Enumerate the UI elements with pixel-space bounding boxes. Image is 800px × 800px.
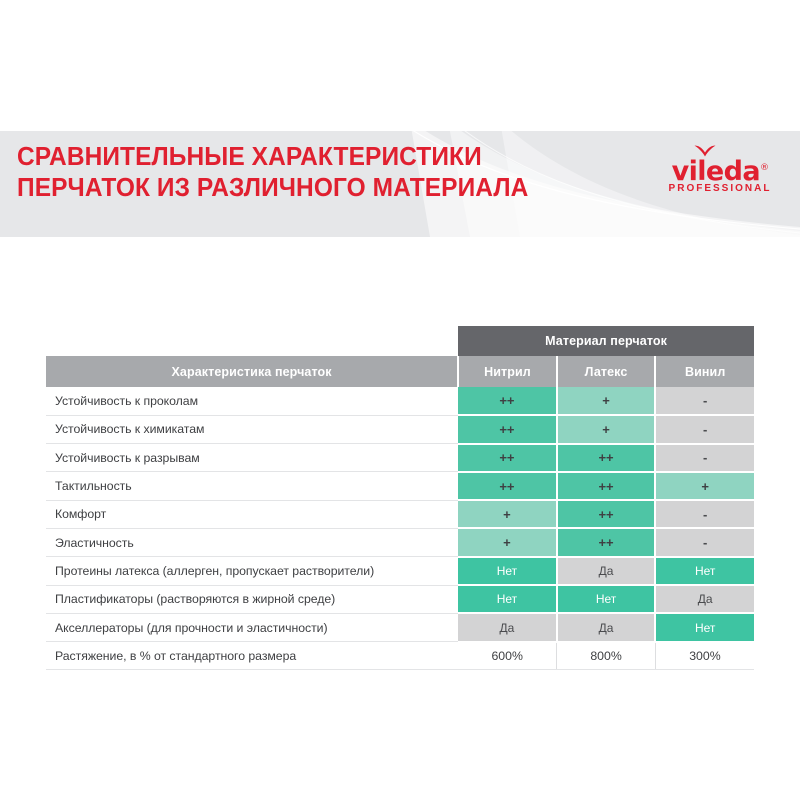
cell-value: Нет — [655, 556, 754, 587]
cell-value: + — [655, 471, 754, 502]
header-column-latex: Латекс — [556, 356, 657, 387]
cell-value: Да — [556, 556, 657, 587]
table-row: Комфорт + ++ - — [46, 500, 754, 530]
cell-value: ++ — [556, 528, 657, 558]
header-spacer-cell — [46, 326, 459, 356]
row-feature-label: Тактильность — [46, 471, 459, 501]
logo-subtitle: PROFESSIONAL — [668, 183, 772, 194]
table-row: Эластичность + ++ - — [46, 528, 754, 558]
table-row: Протеины латекса (аллерген, пропускает р… — [46, 556, 754, 587]
row-feature-label: Растяжение, в % от стандартного размера — [46, 641, 459, 671]
cell-value: Нет — [556, 585, 657, 615]
registered-mark: ® — [759, 163, 769, 173]
header-material-group: Материал перчаток — [458, 326, 754, 356]
table-row: Акселлераторы (для прочности и эластично… — [46, 613, 754, 643]
header-banner: СРАВНИТЕЛЬНЫЕ ХАРАКТЕРИСТИКИ ПЕРЧАТОК ИЗ… — [0, 131, 800, 237]
cell-value: 600% — [458, 641, 558, 671]
cell-value: ++ — [556, 443, 657, 473]
comparison-table-container: Материал перчаток Характеристика перчато… — [46, 326, 754, 671]
table-row: Устойчивость к химикатам ++ + - — [46, 415, 754, 445]
glove-comparison-table: Материал перчаток Характеристика перчато… — [46, 326, 754, 671]
row-feature-label: Протеины латекса (аллерген, пропускает р… — [46, 556, 459, 586]
table-head: Материал перчаток Характеристика перчато… — [46, 326, 754, 387]
row-feature-label: Устойчивость к разрывам — [46, 443, 459, 473]
table-row: Тактильность ++ ++ + — [46, 471, 754, 502]
cell-value: Нет — [458, 585, 558, 615]
row-feature-label: Пластификаторы (растворяются в жирной ср… — [46, 585, 459, 614]
cell-value: ++ — [458, 415, 558, 445]
table-header-columns-row: Характеристика перчаток Нитрил Латекс Ви… — [46, 356, 754, 387]
cell-value: - — [655, 415, 754, 445]
header-column-vinyl: Винил — [655, 356, 754, 387]
cell-value: Да — [458, 613, 558, 643]
row-feature-label: Устойчивость к проколам — [46, 387, 459, 416]
table-row: Растяжение, в % от стандартного размера 6… — [46, 641, 754, 671]
cell-value: Да — [655, 585, 754, 615]
cell-value: - — [655, 443, 754, 473]
table-body: Устойчивость к проколам ++ + - Устойчивость … — [46, 387, 754, 671]
cell-value: + — [458, 500, 558, 530]
cell-value: ++ — [556, 500, 657, 530]
row-feature-label: Устойчивость к химикатам — [46, 415, 459, 445]
cell-value: + — [458, 528, 558, 558]
cell-value: - — [655, 528, 754, 558]
cell-value: ++ — [458, 387, 558, 417]
row-feature-label: Акселлераторы (для прочности и эластично… — [46, 613, 459, 643]
cell-value: ++ — [458, 443, 558, 473]
logo-wordmark-text: vileda — [671, 156, 761, 187]
cell-value: + — [556, 387, 657, 417]
cell-value: 800% — [556, 641, 656, 671]
row-feature-label: Комфорт — [46, 500, 459, 529]
cell-value: Нет — [458, 556, 558, 587]
cell-value: 300% — [655, 641, 754, 671]
cell-value: - — [655, 500, 754, 530]
logo-wordmark: vileda® — [657, 153, 783, 187]
cell-value: Да — [556, 613, 657, 643]
cell-value: ++ — [556, 471, 657, 502]
cell-value: ++ — [458, 471, 558, 502]
header-column-nitril: Нитрил — [458, 356, 558, 387]
table-row: Устойчивость к разрывам ++ ++ - — [46, 443, 754, 473]
page-title: СРАВНИТЕЛЬНЫЕ ХАРАКТЕРИСТИКИ ПЕРЧАТОК ИЗ… — [17, 143, 529, 202]
table-header-group-row: Материал перчаток — [46, 326, 754, 356]
bird-icon — [694, 145, 716, 157]
cell-value: Нет — [655, 613, 754, 643]
table-row: Пластификаторы (растворяются в жирной ср… — [46, 585, 754, 615]
table-row: Устойчивость к проколам ++ + - — [46, 387, 754, 417]
vileda-logo: vileda® PROFESSIONAL — [657, 145, 783, 207]
row-feature-label: Эластичность — [46, 528, 459, 558]
cell-value: - — [655, 387, 754, 417]
header-feature-column: Характеристика перчаток — [46, 356, 460, 387]
cell-value: + — [556, 415, 657, 445]
